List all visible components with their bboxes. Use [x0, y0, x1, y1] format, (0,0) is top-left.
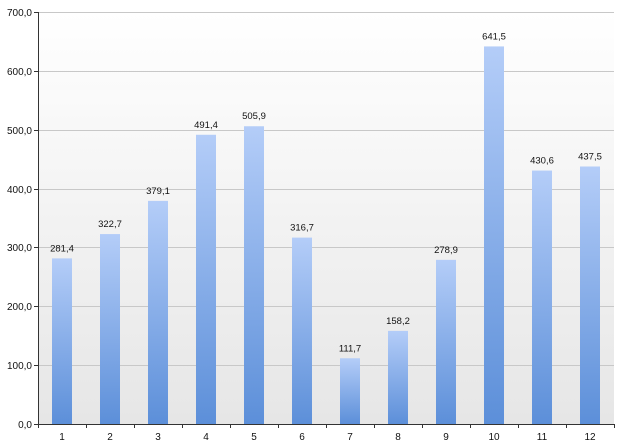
data-label: 641,5	[482, 31, 506, 42]
x-tick-label: 5	[251, 432, 257, 443]
bar	[196, 134, 216, 424]
bar	[484, 46, 504, 424]
plot-area	[38, 12, 614, 424]
x-tick-label: 6	[299, 432, 305, 443]
bar	[292, 237, 312, 424]
data-label: 322,7	[98, 219, 122, 230]
y-tick-label: 400,0	[7, 185, 32, 196]
x-tick-label: 1	[59, 432, 65, 443]
x-tick-label: 11	[537, 432, 548, 443]
data-label: 111,7	[339, 343, 361, 354]
data-label: 379,1	[146, 186, 170, 197]
data-label: 437,5	[578, 152, 602, 163]
y-tick-label: 100,0	[7, 361, 32, 372]
data-label: 278,9	[434, 245, 458, 256]
x-tick-label: 4	[203, 432, 209, 443]
bar	[388, 330, 408, 424]
x-tick-label: 7	[347, 432, 353, 443]
data-label: 281,4	[50, 243, 74, 254]
bar	[100, 234, 120, 424]
bars	[52, 46, 600, 425]
data-label: 430,6	[530, 156, 554, 167]
x-tick-label: 2	[107, 432, 113, 443]
y-tick-label: 600,0	[7, 67, 32, 78]
y-tick-label: 300,0	[7, 243, 32, 254]
y-axis: 0,0 100,0 200,0 300,0 400,0 500,0 600,0 700,0	[7, 8, 39, 431]
x-tick-label: 8	[395, 432, 401, 443]
y-tick-label: 0,0	[18, 420, 32, 431]
bar	[148, 200, 168, 424]
bar	[580, 166, 600, 424]
x-tick-label: 10	[488, 432, 500, 443]
x-tick-label: 3	[155, 432, 161, 443]
gridlines	[38, 12, 614, 366]
y-tick-label: 500,0	[7, 126, 32, 137]
x-tick-label: 9	[443, 432, 449, 443]
data-label: 505,9	[242, 111, 266, 122]
data-labels: 281,4 322,7 379,1 491,4 505,9 316,7 111,7 158,2…	[50, 31, 602, 354]
x-tick-label: 12	[584, 432, 596, 443]
bar	[52, 258, 72, 424]
data-label: 316,7	[290, 223, 314, 234]
y-tick-label: 700,0	[7, 8, 32, 19]
x-axis: 1 2 3 4 5 6 7 8 9 10 11 12	[38, 424, 615, 443]
data-label: 158,2	[386, 316, 410, 327]
bar	[436, 259, 456, 424]
data-label: 491,4	[194, 120, 218, 131]
bar	[244, 126, 264, 425]
y-tick-label: 200,0	[7, 302, 32, 313]
bar	[532, 170, 552, 424]
bar	[340, 358, 360, 424]
